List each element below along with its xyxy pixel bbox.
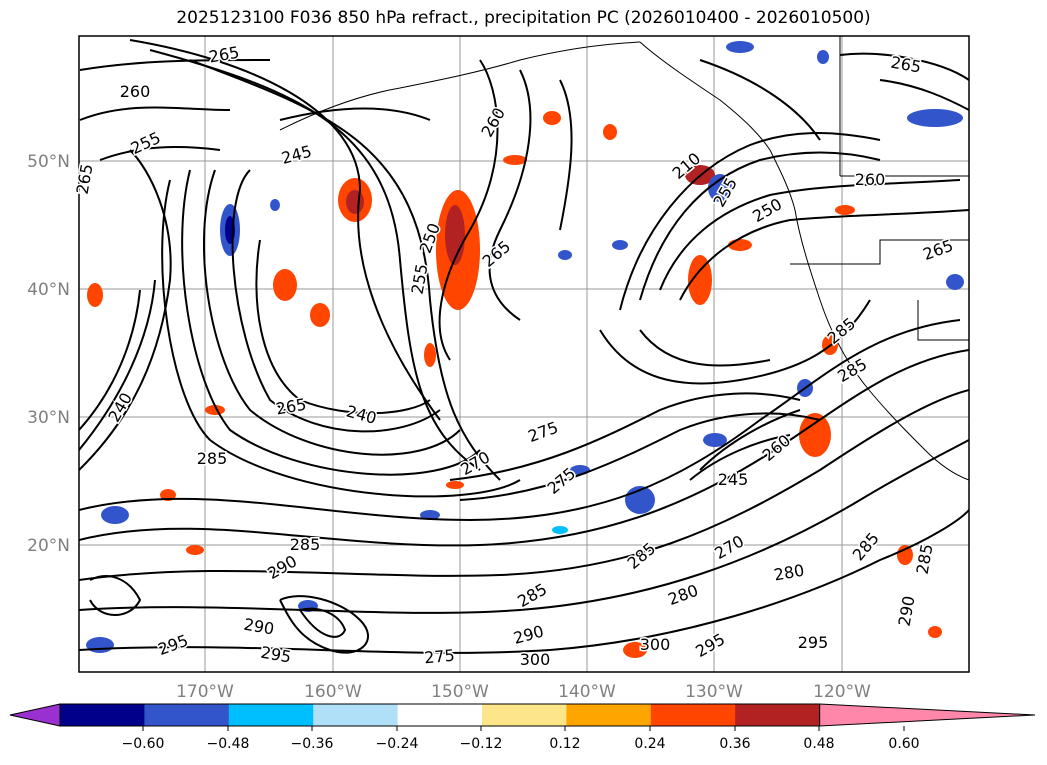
colorbar-extend-min [9, 703, 61, 727]
latitude-labels: 50°N 40°N 30°N 20°N [27, 152, 70, 556]
longitude-tick-label: 130°W [685, 682, 743, 702]
colorbar-tick-label: −0.48 [207, 736, 250, 752]
cool-patch [612, 240, 628, 250]
warm-patch [543, 111, 561, 125]
warm-patch [273, 269, 297, 301]
warm-patch [445, 205, 465, 265]
longitude-tick-label: 170°W [176, 682, 234, 702]
colorbar-extend-max [819, 703, 1036, 727]
colorbar-tick-label: −0.12 [460, 736, 503, 752]
warm-patch [623, 642, 647, 658]
warm-patch [897, 545, 913, 565]
chart-title: 2025123100 F036 850 hPa refract., precip… [176, 8, 871, 28]
warm-patch [728, 239, 752, 251]
cool-patch [907, 109, 963, 127]
cool-patch [420, 510, 440, 520]
latitude-tick-label: 30°N [27, 408, 70, 428]
contour-label: 260 [855, 170, 886, 189]
warm-patch [799, 413, 831, 457]
colorbar-segment [144, 704, 230, 726]
warm-patch [688, 255, 712, 305]
warm-patch [603, 124, 617, 140]
colorbar-tick-label: 0.60 [888, 736, 919, 752]
longitude-tick-label: 160°W [304, 682, 362, 702]
colorbar-segment [566, 704, 652, 726]
longitude-labels: 170°W 160°W 150°W 140°W 130°W 120°W [176, 682, 871, 702]
longitude-tick-label: 120°W [813, 682, 871, 702]
contour-label: 245 [718, 470, 749, 489]
colorbar-tick-label: 0.24 [634, 736, 665, 752]
latitude-tick-label: 50°N [27, 152, 70, 172]
cool-patch [558, 250, 572, 260]
cool-patch [552, 526, 568, 534]
latitude-tick-label: 40°N [27, 280, 70, 300]
colorbar-segment [60, 704, 145, 726]
colorbar-segment [228, 704, 314, 726]
map-layers [79, 36, 969, 672]
colorbar-segment [397, 704, 483, 726]
contour-label: 300 [520, 650, 551, 669]
warm-patch [310, 303, 330, 327]
warm-patch [424, 343, 436, 367]
coastline [279, 36, 969, 481]
contour-label: 295 [798, 633, 829, 652]
contour-label: 300 [640, 635, 671, 654]
refractivity-contours [79, 39, 969, 654]
cool-patch [726, 41, 754, 53]
colorbar-tick-label: −0.24 [376, 736, 419, 752]
contour-label: 285 [197, 449, 228, 468]
cool-patch [101, 506, 129, 524]
colorbar-segment [313, 704, 399, 726]
colorbar: −0.60 −0.48 −0.36 −0.24 −0.12 0.12 0.24 0.36 0.4… [9, 703, 1036, 752]
colorbar-segment [482, 704, 567, 726]
colorbar-tick-label: −0.36 [291, 736, 334, 752]
cool-patch [817, 50, 829, 64]
colorbar-tick-label: 0.48 [803, 736, 834, 752]
warm-patch [503, 155, 527, 165]
warm-patch [186, 545, 204, 555]
warm-patch [835, 205, 855, 215]
warm-patch [205, 405, 225, 415]
contour-label: 275 [423, 646, 455, 668]
cool-patch [708, 174, 732, 202]
warm-patch [87, 283, 103, 307]
latitude-tick-label: 20°N [27, 536, 70, 556]
colorbar-frame [59, 703, 821, 727]
cool-patch [946, 274, 964, 290]
colorbar-tick-label: −0.60 [122, 736, 165, 752]
warm-patch [446, 481, 464, 489]
warm-patch [346, 190, 364, 214]
precip-cool-patches [86, 41, 964, 653]
colorbar-segment [650, 704, 736, 726]
colorbar-tick-label: 0.36 [719, 736, 750, 752]
map-background [79, 36, 969, 672]
warm-patch [928, 626, 942, 638]
colorbar-tick-label: 0.12 [549, 736, 580, 752]
contour-label: 285 [290, 535, 321, 554]
longitude-tick-label: 140°W [558, 682, 616, 702]
longitude-tick-label: 150°W [431, 682, 489, 702]
cool-patch [703, 433, 727, 447]
colorbar-segment [735, 704, 821, 726]
map-frame [78, 35, 970, 673]
cool-patch [270, 199, 280, 211]
cool-patch [86, 637, 114, 653]
contour-label: 260 [120, 82, 151, 101]
